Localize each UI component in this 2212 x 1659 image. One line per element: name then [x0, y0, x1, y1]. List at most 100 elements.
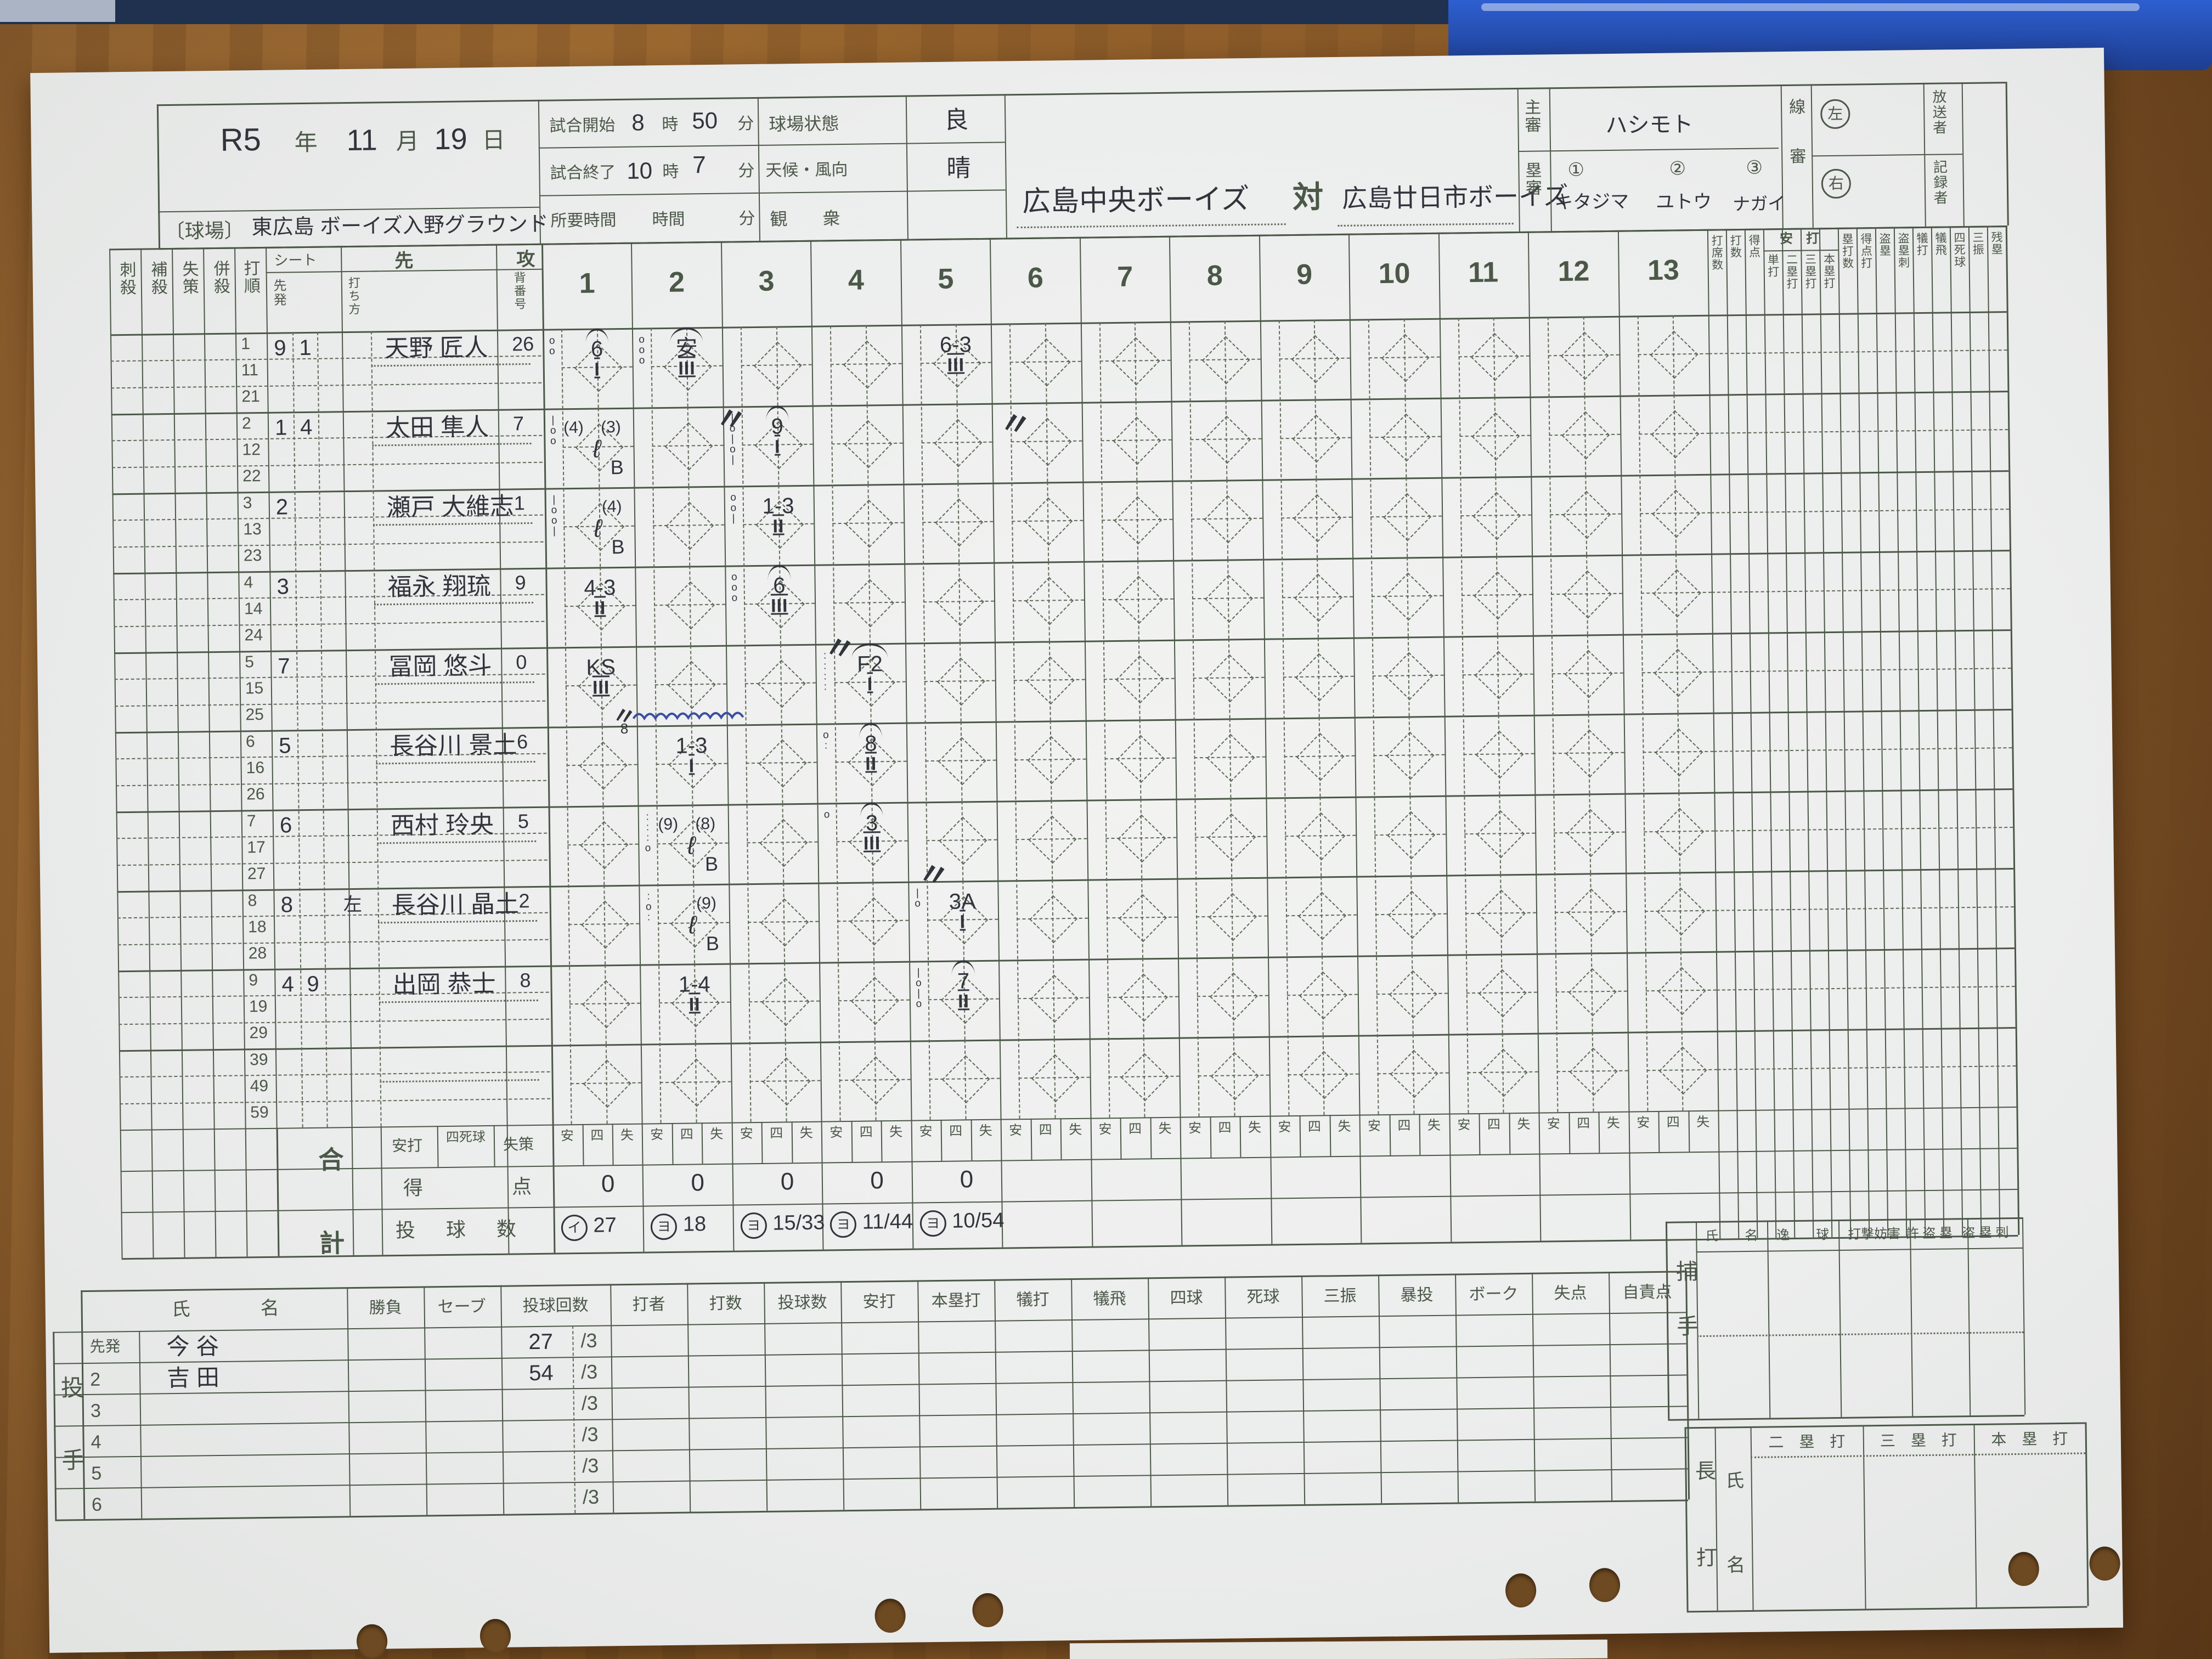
grid-hline	[53, 1312, 1686, 1333]
walk-base-r8: B	[706, 932, 720, 955]
pitcher-col-header-四球: 四球	[1170, 1289, 1203, 1307]
hour-label-2: 時	[662, 162, 679, 182]
strip-label-13-失: 失	[1696, 1114, 1710, 1130]
pitcher-name-2: 吉 田	[166, 1364, 220, 1391]
play-text: 3	[865, 811, 878, 836]
strip-label-5-失: 失	[979, 1123, 992, 1139]
out-number: I	[774, 436, 781, 458]
score-inning-5: 0	[960, 1166, 974, 1193]
seat-pos-8-0: 8	[280, 893, 294, 917]
grid-vline	[1800, 228, 1814, 1238]
grid-vline	[757, 97, 760, 241]
grid-vline	[1259, 234, 1273, 1244]
grid-hline	[81, 1271, 1686, 1293]
catcher-col-header-氏 名: 氏 名	[1705, 1228, 1758, 1244]
pitcher-col-header-本塁打: 本塁打	[931, 1291, 981, 1311]
grid-hline	[112, 470, 2009, 495]
batter-name-5: 冨岡 悠斗	[388, 652, 492, 681]
pitchcount-inning-1: イ 27	[561, 1214, 617, 1242]
grid-vline	[791, 1121, 793, 1163]
pitchcount-inning-4: ヨ 11/44	[830, 1210, 913, 1238]
grid-hline	[1684, 1422, 2085, 1429]
punch-hole-2	[479, 1618, 511, 1654]
grid-vline	[1837, 227, 1852, 1237]
uniform-num-9: 8	[520, 969, 531, 992]
grid-hline	[54, 1468, 1688, 1489]
grid-vline	[1609, 1272, 1613, 1501]
seat-pos-7-0: 6	[279, 813, 292, 838]
grid-hline-dashed	[111, 382, 542, 389]
grid-hline	[54, 1437, 1688, 1458]
grid-hline-dashed	[119, 1018, 550, 1025]
grid-hline-dashed	[115, 700, 546, 707]
batter-name-1: 天野 匠人	[385, 334, 488, 363]
pitcher-slot-4: 4	[91, 1431, 101, 1453]
paper-edge-sliver	[1069, 1639, 1608, 1659]
team-home: 広島中央ボーイズ	[1022, 183, 1250, 218]
out-number: II	[865, 753, 877, 775]
order-num-59: 59	[250, 1103, 269, 1122]
grid-hline-dotted	[1697, 1331, 2024, 1337]
batter-name-9: 出岡 恭士	[392, 970, 496, 999]
grid-vline	[1301, 1275, 1306, 1504]
stat-header-三振: 三振	[1971, 231, 1984, 256]
right-linesman-circle: 右	[1821, 168, 1852, 199]
strip-label-8-安: 安	[1188, 1121, 1202, 1136]
grid-vline	[541, 243, 556, 1253]
grid-vline	[1819, 228, 1833, 1238]
punch-hole-6	[1589, 1567, 1621, 1602]
grid-hline	[114, 629, 2011, 654]
play-text: 8	[864, 731, 877, 756]
scoring-mark-r7-i4: 3 III	[833, 811, 911, 854]
announcer-label: 放送者	[1930, 89, 1948, 136]
blue-folder-highlight	[1481, 3, 2140, 11]
grid-vline	[1438, 232, 1452, 1242]
stat-header-四死球: 四死球	[1952, 232, 1966, 268]
grid-vline	[2085, 1422, 2089, 1606]
date-month-value: 11	[346, 123, 378, 157]
pitcher-change-wavy-line	[632, 712, 744, 721]
uniform-num-7: 5	[517, 810, 529, 833]
order-num-21: 21	[241, 387, 260, 406]
grid-vline	[1210, 1116, 1212, 1158]
grid-hline-dotted	[379, 999, 538, 1003]
min-label-3: 分	[738, 209, 755, 228]
grid-vline	[702, 1122, 703, 1164]
pitch-paren2-r3: (4)	[601, 497, 622, 516]
grid-vline	[347, 1287, 351, 1516]
uniform-num-4: 9	[515, 571, 526, 594]
grid-vline	[764, 1282, 768, 1511]
scoring-mark-r5-i1: KS III	[562, 655, 640, 698]
slugger-col-header-三 塁 打: 三 塁 打	[1880, 1431, 1957, 1450]
grid-hline	[55, 1499, 1689, 1521]
base-ump-1-name: キタジマ	[1554, 191, 1629, 213]
order-num-22: 22	[242, 467, 261, 486]
stat-header-打数: 打数	[1728, 234, 1742, 259]
order-num-3: 3	[242, 494, 252, 512]
total-label: 合 計	[315, 1146, 345, 1272]
strip-label-8-四: 四	[1218, 1120, 1232, 1136]
grid-hline	[118, 947, 2015, 973]
grid-hline-dotted	[371, 363, 531, 367]
walk-mark-r3: ℓ	[593, 514, 602, 543]
slugger-name-label: 氏名	[1722, 1470, 1746, 1640]
grid-vline	[1893, 227, 1908, 1237]
stat-header-得点: 得点	[1747, 234, 1760, 258]
grid-vline	[1568, 1111, 1570, 1153]
grid-vline	[140, 248, 154, 1258]
order-num-12: 12	[242, 441, 261, 459]
order-num-14: 14	[244, 599, 263, 618]
grid-vline	[1299, 1115, 1301, 1156]
grid-vline	[970, 1119, 973, 1161]
grid-vline	[761, 1121, 763, 1163]
grid-hline	[266, 270, 377, 273]
left-header-併殺: 併殺	[211, 259, 230, 296]
grid-vline	[1060, 1118, 1062, 1160]
grid-vline	[1875, 227, 1889, 1237]
inning-header-1: 1	[579, 267, 595, 300]
stat-header-得点打: 得点打	[1859, 233, 1872, 269]
scoring-mark-r3-i3: 1-3 II	[740, 494, 817, 537]
pitchcount-value: 15/33	[766, 1211, 825, 1235]
